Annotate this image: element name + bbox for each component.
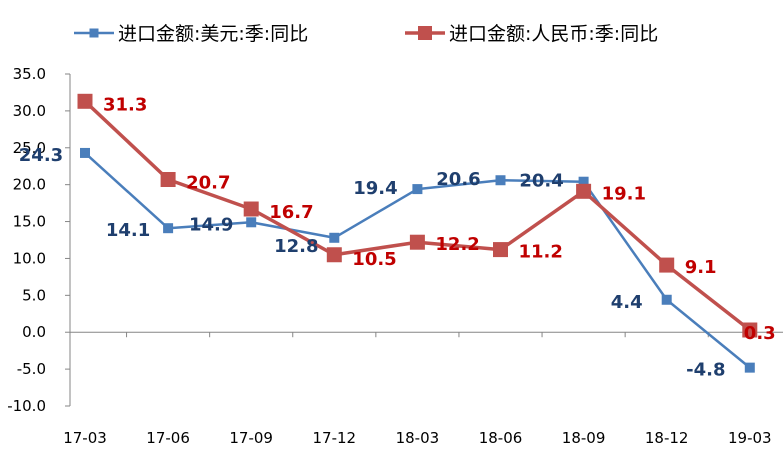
series-0-marker: [80, 147, 90, 158]
series-1-marker: [77, 93, 93, 109]
y-tick-label: 0.0: [22, 323, 46, 341]
x-tick-label: 18-12: [645, 429, 689, 447]
series-1-marker: [576, 183, 592, 199]
y-tick-label: -10.0: [7, 397, 46, 415]
series-0-data-label: 14.1: [106, 220, 150, 241]
series-0-marker: [246, 217, 257, 228]
x-tick-label: 19-03: [728, 429, 772, 447]
series-1-data-label: 0.3: [744, 323, 776, 344]
series-0-data-label: 20.6: [436, 169, 480, 190]
legend-marker-1: [418, 26, 432, 40]
x-tick-label: 18-03: [396, 429, 440, 447]
series-1-data-label: 16.7: [269, 202, 313, 223]
series-0-marker: [744, 362, 755, 373]
y-tick-label: -5.0: [17, 360, 46, 378]
y-tick-label: 5.0: [22, 286, 46, 304]
y-tick-label: 20.0: [13, 176, 46, 194]
series-1-marker: [160, 172, 176, 188]
series-1-marker: [326, 247, 342, 263]
y-tick-label: 15.0: [13, 213, 46, 231]
series-0-marker: [495, 175, 506, 186]
series-1-marker: [659, 257, 675, 273]
series-markers: [77, 93, 758, 373]
series-0-marker: [163, 223, 174, 234]
series-1-marker: [493, 242, 508, 258]
series-1-marker: [243, 201, 259, 217]
series-lines: [83, 100, 751, 369]
y-tick-label: 25.0: [13, 139, 46, 157]
legend: 进口金额:美元:季:同比 进口金额:人民币:季:同比: [74, 23, 658, 45]
series-1-data-label: 19.1: [602, 183, 646, 204]
series-1-data-label: 10.5: [352, 249, 396, 270]
series-1-data-label: 31.3: [103, 94, 147, 115]
x-tick-label: 17-03: [63, 429, 107, 447]
series-0-data-label: -4.8: [686, 360, 725, 381]
x-tick-label: 18-09: [562, 429, 606, 447]
series-1-marker: [742, 322, 758, 338]
legend-label-0: 进口金额:美元:季:同比: [118, 23, 308, 45]
y-tick-label: 30.0: [13, 102, 46, 120]
series-1-data-label: 20.7: [186, 173, 230, 194]
series-0-marker: [412, 184, 423, 195]
series-0-data-label: 4.4: [611, 292, 643, 313]
series-1-data-label: 12.2: [435, 234, 479, 255]
y-tick-label: 35.0: [13, 65, 46, 83]
series-1-data-label: 9.1: [685, 257, 717, 278]
y-tick-label: 10.0: [13, 249, 46, 267]
series-0-data-label: 19.4: [353, 178, 397, 199]
legend-label-1: 进口金额:人民币:季:同比: [449, 23, 658, 45]
series-0-marker: [329, 232, 340, 243]
series-1-data-label: 11.2: [519, 242, 563, 263]
series-1-marker: [409, 234, 425, 250]
series-0-data-label: 14.9: [189, 214, 233, 235]
x-tick-label: 17-12: [313, 429, 357, 447]
x-tick-label: 18-06: [479, 429, 523, 447]
series-0-data-label: 20.4: [519, 171, 563, 192]
x-tick-label: 17-09: [229, 429, 273, 447]
series-0-data-label: 24.3: [19, 145, 63, 166]
series-line-1: [83, 100, 751, 332]
data-labels: 24.3 14.1 14.9 12.8 19.4 20.6 20.4 4.4 -4.8 31.3 2…: [19, 94, 776, 380]
series-0-marker: [661, 294, 672, 305]
x-tick-label: 17-06: [146, 429, 190, 447]
series-0-data-label: 12.8: [274, 236, 318, 257]
legend-marker-0: [89, 28, 99, 38]
axes: 35.0 30.0 25.0 20.0 15.0 10.0 5.0 0.0 -5.0 -10.0 1…: [7, 65, 783, 447]
